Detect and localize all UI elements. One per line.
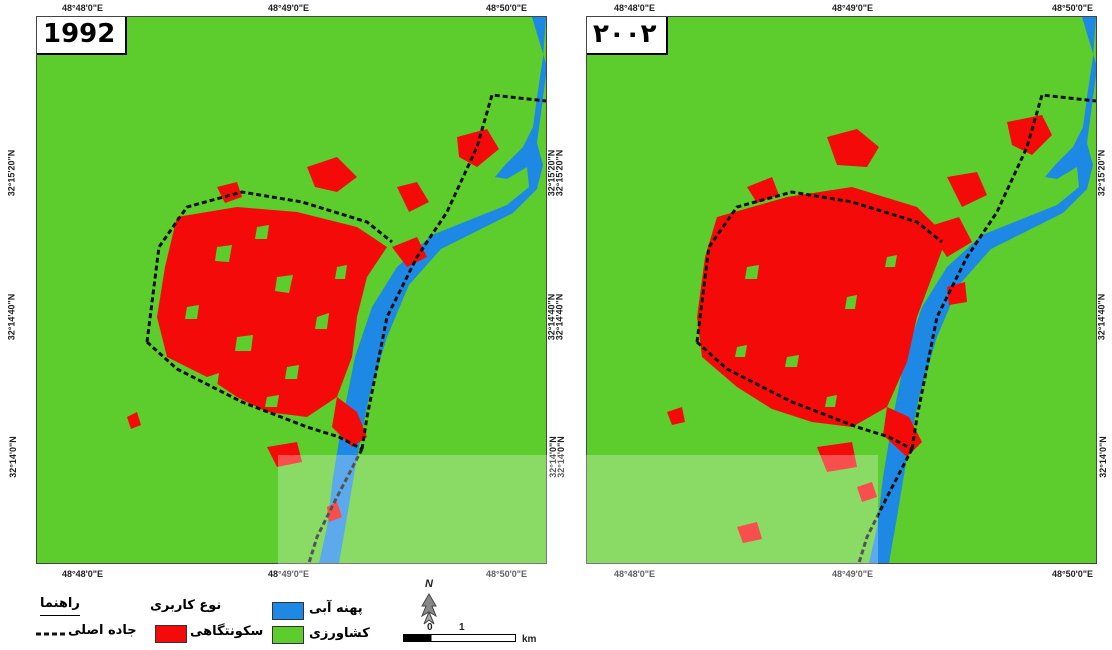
north-label: N (425, 578, 433, 590)
settlement-gaps-2002 (735, 255, 897, 407)
legend-settlement-label: سکونتگاهی (190, 624, 264, 639)
legend-title-underline (40, 615, 80, 616)
legend-road-symbol (36, 632, 66, 636)
legend-agriculture-label: کشاورزی (309, 626, 370, 641)
tick-bottom-2: 48°49'0"E (268, 569, 310, 579)
legend-water-label: پهنه آبی (309, 601, 363, 616)
tick-bottom-3: 48°50'0"E (1052, 569, 1094, 579)
settlement-area-2002 (667, 115, 1052, 543)
scale-bar (403, 634, 516, 642)
tick-left-3: 32°14'0"N (7, 436, 18, 478)
tick-left-2: 32°14'40"N (6, 293, 17, 341)
tick-left-2: 32°14'40"N (554, 293, 565, 341)
tick-top-2: 48°49'0"E (832, 3, 874, 13)
map-canvas-1992 (37, 17, 546, 563)
tick-left-1: 32°15'20"N (554, 149, 565, 197)
map-canvas-2002 (587, 17, 1096, 563)
tick-left-3: 32°14'0"N (555, 436, 566, 478)
legend-title: راهنما (40, 596, 80, 611)
legend-road-label: جاده اصلی (68, 623, 137, 638)
river (319, 17, 546, 563)
legend-settlement-swatch (155, 625, 187, 643)
scale-label-one: 1 (459, 622, 465, 633)
year-label-1992: 1992 (37, 17, 128, 55)
map-1992: 1992 (36, 16, 547, 564)
legend-water-swatch (272, 602, 304, 620)
river (869, 17, 1096, 563)
scale-label-zero: 0 (427, 622, 433, 633)
settlement-gaps-1992 (185, 225, 347, 407)
tick-left-1: 32°15'20"N (6, 149, 17, 197)
main-road-1992 (145, 93, 546, 563)
tick-right-2: 32°14'40"N (1096, 293, 1107, 341)
tick-top-2: 48°49'0"E (268, 3, 310, 13)
tick-top-3: 48°50'0"E (486, 3, 528, 13)
map-2002: ۲۰۰۲ (586, 16, 1097, 564)
north-arrow-icon (421, 593, 437, 625)
tick-bottom-1: 48°48'0"E (62, 569, 104, 579)
tick-bottom-2: 48°49'0"E (832, 569, 874, 579)
tick-bottom-1: 48°48'0"E (614, 569, 656, 579)
tick-top-3: 48°50'0"E (1052, 3, 1094, 13)
tick-top-1: 48°48'0"E (614, 3, 656, 13)
scale-unit: km (522, 634, 537, 645)
tick-bottom-3: 48°50'0"E (486, 569, 528, 579)
tick-top-1: 48°48'0"E (62, 3, 104, 13)
legend-agriculture-swatch (272, 626, 304, 644)
tick-right-3: 32°14'0"N (1097, 436, 1108, 478)
legend-landuse-title: نوع کاربری (150, 598, 222, 613)
main-road-2002 (695, 93, 1096, 563)
tick-right-1: 32°15'20"N (1096, 149, 1107, 197)
year-label-2002: ۲۰۰۲ (587, 17, 669, 55)
settlement-area-1992 (127, 129, 499, 522)
